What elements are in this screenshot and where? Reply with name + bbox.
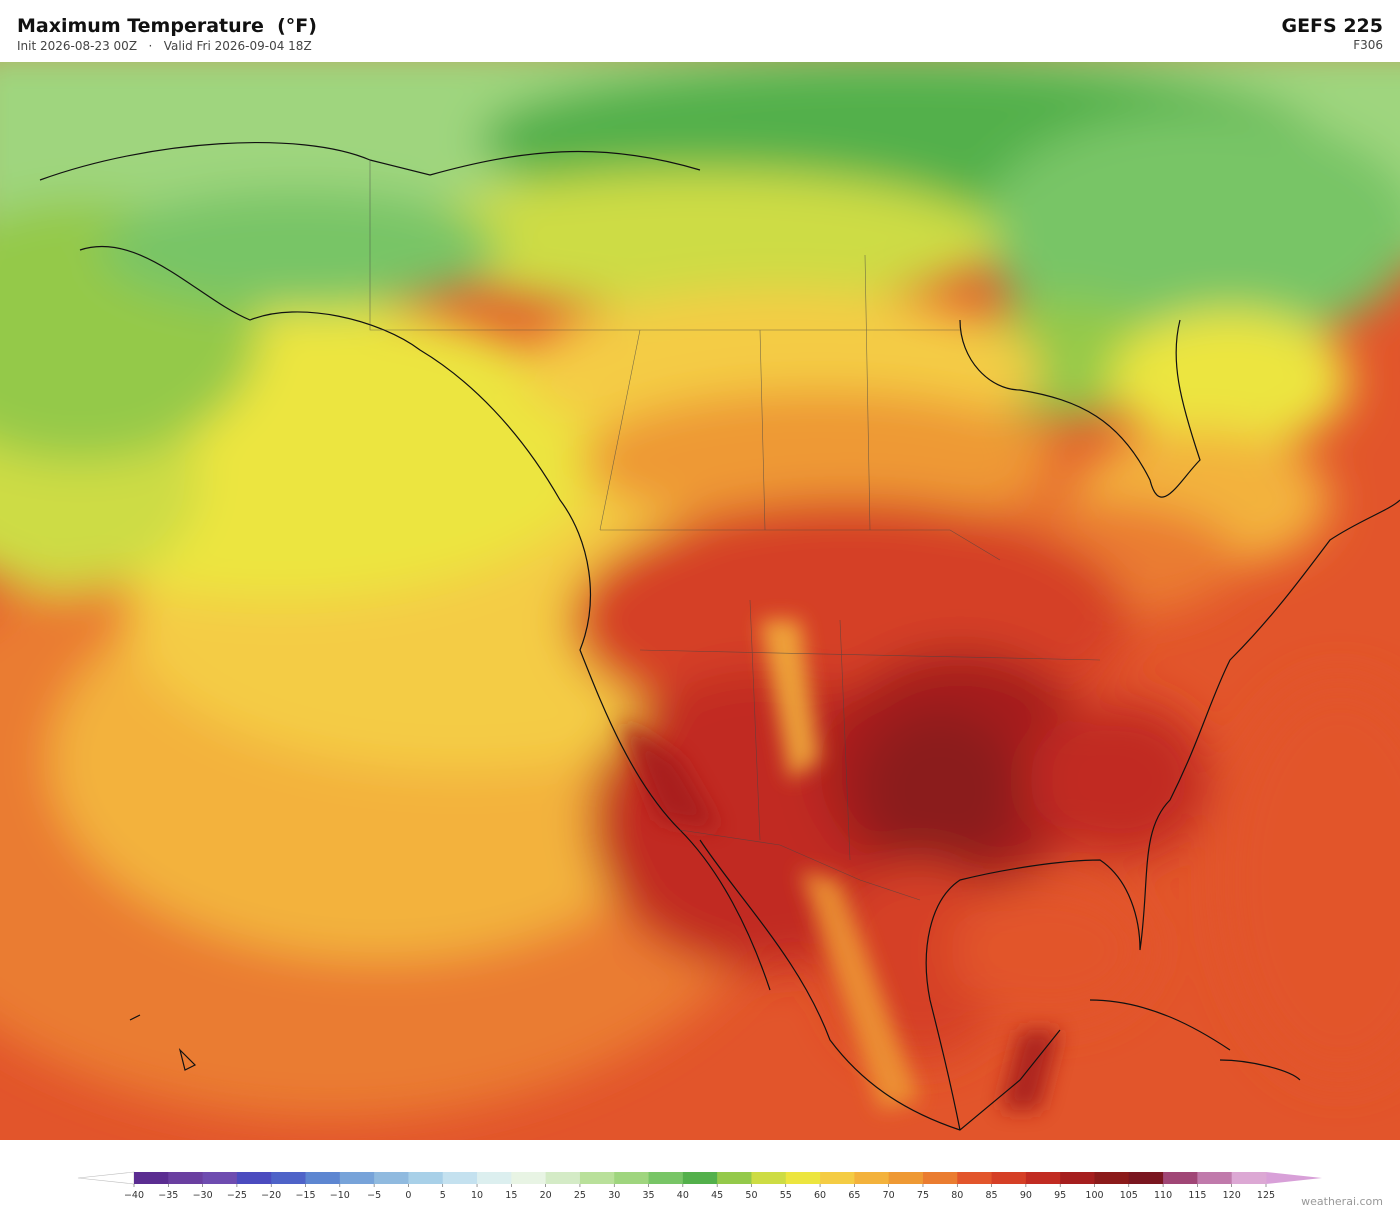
tick-label: 100 — [1085, 1190, 1103, 1201]
model-name: GEFS 225 — [1281, 15, 1383, 37]
color-segment — [717, 1172, 752, 1184]
coastlines — [39, 142, 1400, 1131]
tick-label: 30 — [608, 1190, 620, 1201]
tick-label: −15 — [295, 1190, 315, 1201]
color-segment — [991, 1172, 1027, 1184]
tick-label: 10 — [471, 1190, 483, 1201]
tick-label: 0 — [405, 1190, 411, 1201]
color-segment — [854, 1172, 890, 1184]
temperature-map — [0, 62, 1400, 1140]
tick-label: 80 — [951, 1190, 963, 1201]
separator: · — [148, 39, 153, 53]
color-segment — [579, 1172, 615, 1184]
color-segment — [682, 1172, 718, 1184]
color-segment — [236, 1172, 272, 1184]
color-segment — [648, 1172, 684, 1184]
color-segment — [1197, 1172, 1233, 1184]
color-segment — [1094, 1172, 1130, 1184]
valid-time: Valid Fri 2026-09-04 18Z — [163, 39, 312, 53]
tick-label: −30 — [193, 1190, 213, 1201]
tick-label: −5 — [367, 1190, 381, 1201]
tick-label: 40 — [677, 1190, 689, 1201]
color-segment — [820, 1172, 855, 1184]
tick-label: 90 — [1020, 1190, 1032, 1201]
tick-label: 105 — [1120, 1190, 1138, 1201]
tick-label: 125 — [1257, 1190, 1275, 1201]
color-segment — [442, 1172, 478, 1184]
tick-label: 70 — [883, 1190, 895, 1201]
over-triangle — [1266, 1172, 1322, 1184]
tick-label: 75 — [917, 1190, 929, 1201]
color-segment — [1163, 1172, 1198, 1184]
color-segment — [202, 1172, 238, 1184]
color-segment — [751, 1172, 787, 1184]
borders — [369, 160, 1101, 901]
color-segment — [168, 1172, 204, 1184]
tick-label: 15 — [505, 1190, 517, 1201]
color-segment — [511, 1172, 547, 1184]
color-segment — [374, 1172, 409, 1184]
forecast-hour: F306 — [1353, 38, 1383, 52]
tick-label: 5 — [440, 1190, 446, 1201]
tick-label: −20 — [261, 1190, 281, 1201]
tick-label: 55 — [780, 1190, 792, 1201]
tick-label: 35 — [642, 1190, 654, 1201]
field — [0, 62, 1400, 1140]
tick-label: 60 — [814, 1190, 826, 1201]
color-segment — [545, 1172, 581, 1184]
color-segment — [614, 1172, 649, 1184]
tick-label: 115 — [1188, 1190, 1206, 1201]
color-segment — [305, 1172, 341, 1184]
tick-label: 110 — [1154, 1190, 1172, 1201]
tick-label: 45 — [711, 1190, 723, 1201]
tick-label: 50 — [745, 1190, 757, 1201]
color-segment — [922, 1172, 958, 1184]
color-segment — [134, 1172, 169, 1184]
tick-label: 85 — [986, 1190, 998, 1201]
tick-label: 120 — [1223, 1190, 1241, 1201]
under-triangle — [77, 1171, 135, 1185]
color-segment — [957, 1172, 992, 1184]
map-title: Maximum Temperature (°F) — [17, 15, 317, 37]
tick-label: −25 — [227, 1190, 247, 1201]
subtitle: Init 2026-08-23 00Z · Valid Fri 2026-09-… — [17, 39, 312, 53]
color-segment — [888, 1172, 924, 1184]
tick-label: 20 — [540, 1190, 552, 1201]
init-time: Init 2026-08-23 00Z — [17, 39, 138, 53]
tick-label: 65 — [848, 1190, 860, 1201]
color-segment — [1025, 1172, 1061, 1184]
watermark: weatherai.com — [1301, 1195, 1383, 1208]
color-segment — [339, 1172, 375, 1184]
color-segment — [1128, 1172, 1164, 1184]
color-segment — [1231, 1172, 1267, 1184]
tick-label: −10 — [330, 1190, 350, 1201]
color-segment — [477, 1172, 512, 1184]
tick-label: −40 — [124, 1190, 144, 1201]
color-segment — [1060, 1172, 1095, 1184]
color-segment — [271, 1172, 306, 1184]
tick-label: 25 — [574, 1190, 586, 1201]
colorbar: weatherai.com −40 −35 −30 −25 −20 −15 −10 −5 0 5 1… — [77, 1171, 1383, 1208]
tick-label: 95 — [1054, 1190, 1066, 1201]
color-segment — [408, 1172, 444, 1184]
color-segment — [785, 1172, 821, 1184]
tick-label: −35 — [158, 1190, 178, 1201]
